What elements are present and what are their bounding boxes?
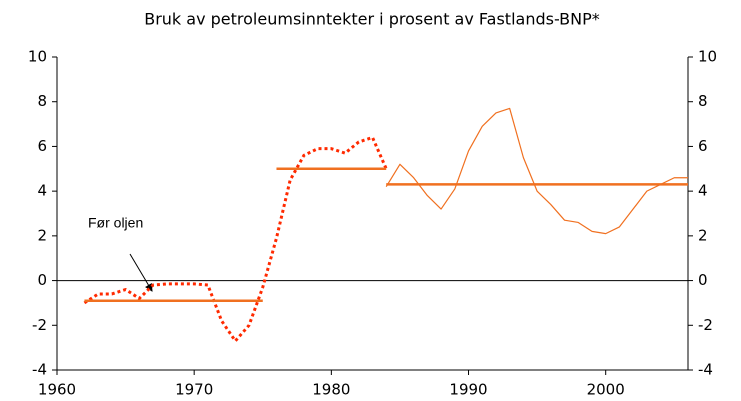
y-tick-label: -2 <box>32 316 47 334</box>
y-tick-label: 6 <box>37 137 47 155</box>
y-tick-label: -4 <box>32 361 47 379</box>
y2-tick-label: 10 <box>698 48 717 66</box>
series-line <box>83 135 388 343</box>
x-tick-label: 2000 <box>587 381 625 399</box>
x-tick-label: 1960 <box>38 381 76 399</box>
annotation: Før oljen <box>88 215 143 231</box>
y2-tick-label: 2 <box>698 226 708 244</box>
y-tick-label: 0 <box>37 271 47 289</box>
y-tick-label: 10 <box>28 48 47 66</box>
y-tick-label: 4 <box>37 182 47 200</box>
y2-tick-label: 0 <box>698 271 708 289</box>
series-line <box>385 107 688 235</box>
y2-tick-label: 8 <box>698 92 708 110</box>
y-tick-label: 2 <box>37 226 47 244</box>
y2-tick-label: 4 <box>698 182 708 200</box>
y-tick-label: 8 <box>37 92 47 110</box>
annotation-arrow <box>129 253 153 292</box>
x-tick-label: 1980 <box>312 381 350 399</box>
y2-tick-label: -2 <box>698 316 713 334</box>
y2-tick-label: 6 <box>698 137 708 155</box>
chart-title: Bruk av petroleumsinntekter i prosent av… <box>144 10 600 29</box>
x-tick-label: 1970 <box>175 381 213 399</box>
x-tick-label: 1990 <box>449 381 487 399</box>
y2-tick-label: -4 <box>698 361 713 379</box>
